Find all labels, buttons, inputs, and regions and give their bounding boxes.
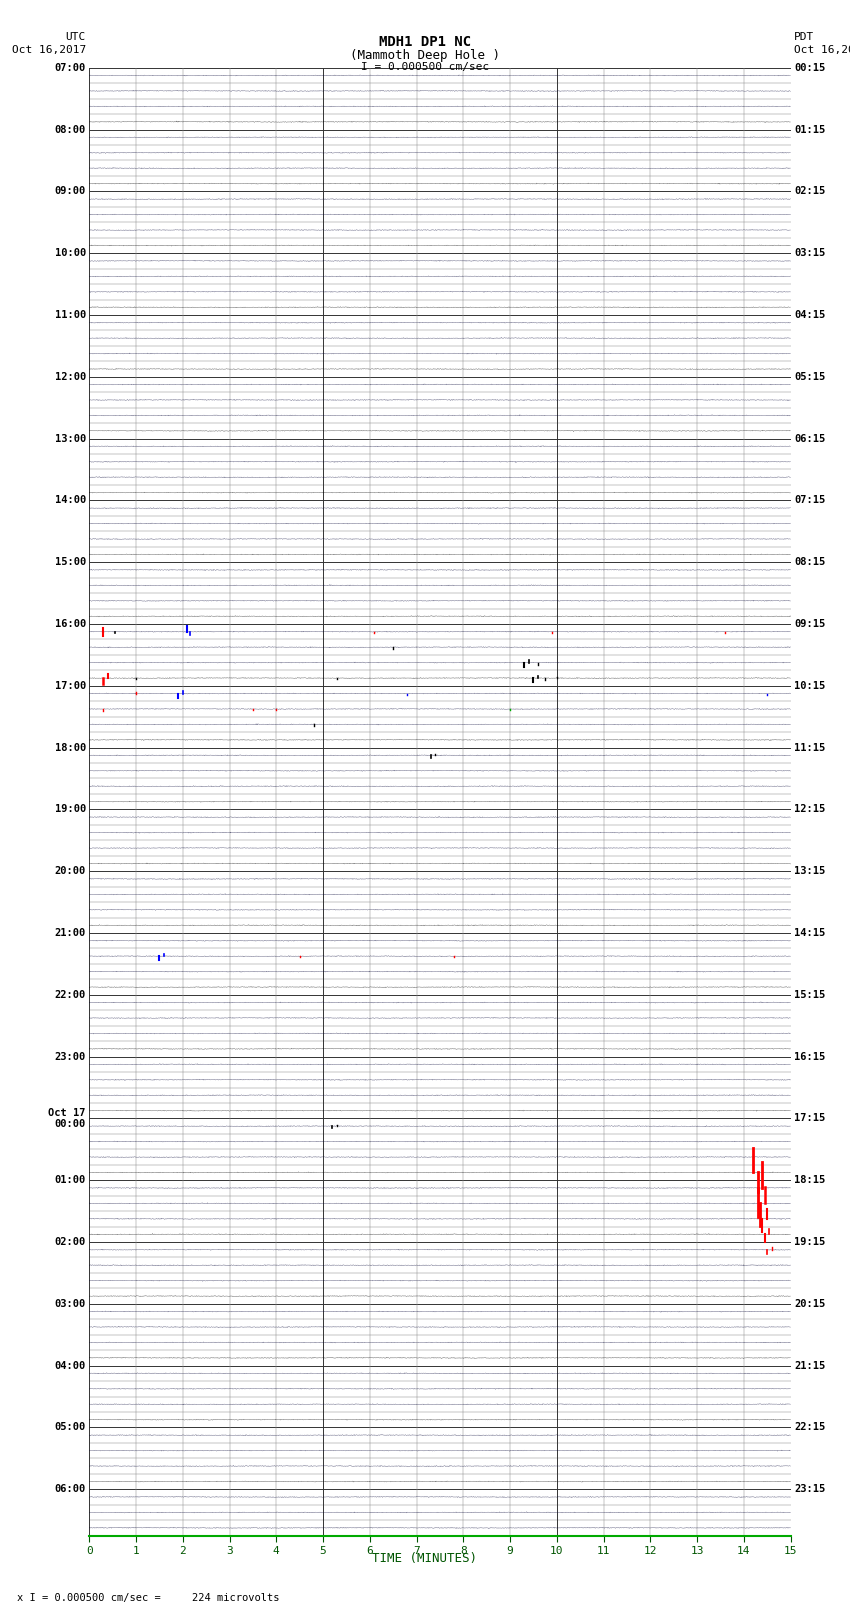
Text: 19:15: 19:15: [794, 1237, 825, 1247]
Text: 07:15: 07:15: [794, 495, 825, 505]
Text: 14:00: 14:00: [54, 495, 86, 505]
Text: 00:15: 00:15: [794, 63, 825, 73]
Text: 05:00: 05:00: [54, 1423, 86, 1432]
Text: 04:15: 04:15: [794, 310, 825, 319]
Text: 18:00: 18:00: [54, 742, 86, 753]
Text: TIME (MINUTES): TIME (MINUTES): [372, 1552, 478, 1565]
Text: x I = 0.000500 cm/sec =     224 microvolts: x I = 0.000500 cm/sec = 224 microvolts: [17, 1594, 280, 1603]
Text: 23:00: 23:00: [54, 1052, 86, 1061]
Text: 03:00: 03:00: [54, 1298, 86, 1308]
Text: 13:15: 13:15: [794, 866, 825, 876]
Text: 01:00: 01:00: [54, 1176, 86, 1186]
Text: PDT: PDT: [794, 32, 814, 42]
Text: 17:15: 17:15: [794, 1113, 825, 1123]
Text: 21:00: 21:00: [54, 927, 86, 939]
Text: 20:15: 20:15: [794, 1298, 825, 1308]
Text: 16:00: 16:00: [54, 619, 86, 629]
Text: 15:15: 15:15: [794, 990, 825, 1000]
Text: 23:15: 23:15: [794, 1484, 825, 1494]
Text: UTC: UTC: [65, 32, 86, 42]
Text: 03:15: 03:15: [794, 248, 825, 258]
Text: 12:00: 12:00: [54, 371, 86, 382]
Text: MDH1 DP1 NC: MDH1 DP1 NC: [379, 35, 471, 48]
Text: 09:00: 09:00: [54, 187, 86, 197]
Text: 10:00: 10:00: [54, 248, 86, 258]
Text: 01:15: 01:15: [794, 124, 825, 134]
Text: 17:00: 17:00: [54, 681, 86, 690]
Text: 18:15: 18:15: [794, 1176, 825, 1186]
Text: 19:00: 19:00: [54, 805, 86, 815]
Text: Oct 16,2017: Oct 16,2017: [794, 45, 850, 55]
Text: 13:00: 13:00: [54, 434, 86, 444]
Text: 21:15: 21:15: [794, 1361, 825, 1371]
Text: 15:00: 15:00: [54, 556, 86, 568]
Text: 02:15: 02:15: [794, 187, 825, 197]
Text: 08:00: 08:00: [54, 124, 86, 134]
Text: 22:15: 22:15: [794, 1423, 825, 1432]
Text: 10:15: 10:15: [794, 681, 825, 690]
Text: I = 0.000500 cm/sec: I = 0.000500 cm/sec: [361, 63, 489, 73]
Text: 06:00: 06:00: [54, 1484, 86, 1494]
Text: 04:00: 04:00: [54, 1361, 86, 1371]
Text: 16:15: 16:15: [794, 1052, 825, 1061]
Text: Oct 16,2017: Oct 16,2017: [12, 45, 86, 55]
Text: Oct 17
00:00: Oct 17 00:00: [48, 1108, 86, 1129]
Text: 12:15: 12:15: [794, 805, 825, 815]
Text: 05:15: 05:15: [794, 371, 825, 382]
Text: 06:15: 06:15: [794, 434, 825, 444]
Text: 11:00: 11:00: [54, 310, 86, 319]
Text: 08:15: 08:15: [794, 556, 825, 568]
Text: 09:15: 09:15: [794, 619, 825, 629]
Text: 22:00: 22:00: [54, 990, 86, 1000]
Text: 20:00: 20:00: [54, 866, 86, 876]
Text: 07:00: 07:00: [54, 63, 86, 73]
Text: (Mammoth Deep Hole ): (Mammoth Deep Hole ): [350, 50, 500, 63]
Text: 11:15: 11:15: [794, 742, 825, 753]
Text: 02:00: 02:00: [54, 1237, 86, 1247]
Text: 14:15: 14:15: [794, 927, 825, 939]
